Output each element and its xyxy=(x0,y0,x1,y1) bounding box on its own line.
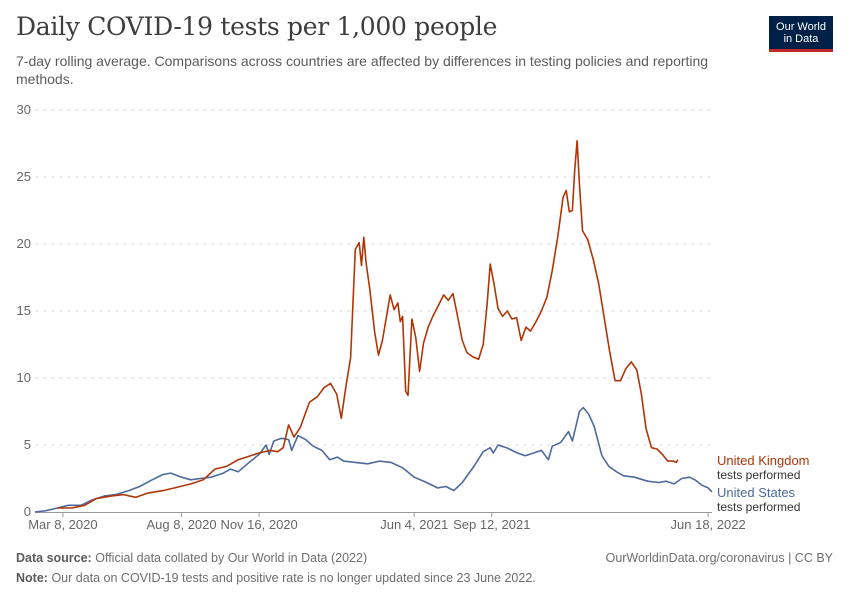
legend-sublabel-united-kingdom: tests performed xyxy=(717,468,800,482)
x-tick-label: Sep 12, 2021 xyxy=(453,517,530,532)
note-label: Note: xyxy=(16,571,48,585)
source-url-link[interactable]: OurWorldinData.org/coronavirus | CC BY xyxy=(605,551,833,565)
line-chart: 0 5 10 15 20 25 30 Mar 8, 2020 Aug 8, 2020 Nov 16… xyxy=(17,102,810,532)
legend-sublabel-united-states: tests performed xyxy=(717,500,800,514)
x-tick-label: Mar 8, 2020 xyxy=(28,517,97,532)
x-tick-label: Jun 18, 2022 xyxy=(671,517,746,532)
owid-logo[interactable]: Our World in Data xyxy=(769,16,833,52)
legend-label-united-kingdom: United Kingdom xyxy=(717,453,810,468)
x-tick-label: Jun 4, 2021 xyxy=(380,517,448,532)
legend-label-united-states: United States xyxy=(717,485,796,500)
series-line-united-states xyxy=(34,406,713,513)
x-tick-label: Aug 8, 2020 xyxy=(147,517,217,532)
logo-line-1: Our World xyxy=(776,20,826,33)
y-tick-label: 15 xyxy=(17,303,31,318)
chart-title: Daily COVID-19 tests per 1,000 people xyxy=(16,12,498,41)
series-line-united-kingdom xyxy=(57,140,679,509)
data-source-label: Data source: xyxy=(16,551,92,565)
y-tick-label: 25 xyxy=(17,169,31,184)
data-source: Data source: Official data collated by O… xyxy=(16,551,367,565)
y-tick-label: 0 xyxy=(24,504,31,519)
y-tick-label: 10 xyxy=(17,370,31,385)
chart-subtitle: 7-day rolling average. Comparisons acros… xyxy=(16,53,709,87)
y-tick-label: 5 xyxy=(24,437,31,452)
logo-line-2: in Data xyxy=(783,32,819,45)
y-tick-label: 20 xyxy=(17,236,31,251)
x-tick-label: Nov 16, 2020 xyxy=(220,517,297,532)
data-source-text: Official data collated by Our World in D… xyxy=(95,551,368,565)
y-tick-label: 30 xyxy=(17,102,31,117)
data-note: Note: Our data on COVID-19 tests and pos… xyxy=(16,571,536,585)
note-text: Our data on COVID-19 tests and positive … xyxy=(51,571,536,585)
